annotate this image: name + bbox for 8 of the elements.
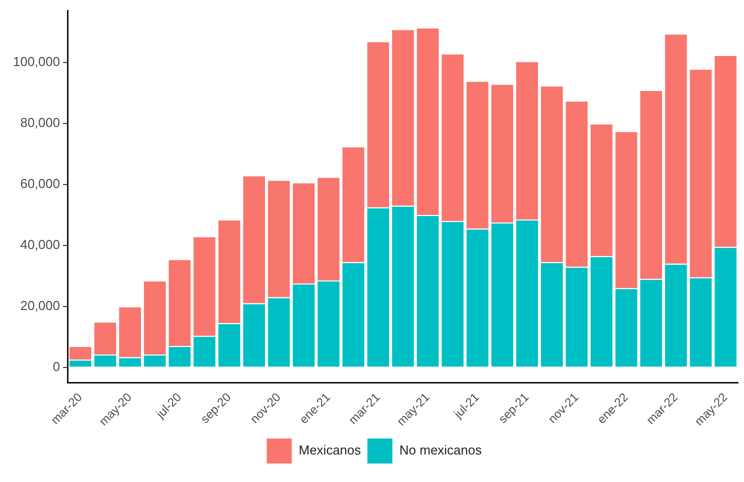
y-tick-label: 20,000 xyxy=(20,298,60,313)
y-tick-label: 60,000 xyxy=(20,176,60,192)
legend-label: No mexicanos xyxy=(399,442,482,458)
y-tick-label: 80,000 xyxy=(20,115,60,130)
y-tick-label: 0 xyxy=(52,358,60,374)
y-tick-label: 100,000 xyxy=(12,54,60,70)
legend-label: Mexicanos xyxy=(298,442,362,458)
y-tick-label: 40,000 xyxy=(20,236,60,252)
